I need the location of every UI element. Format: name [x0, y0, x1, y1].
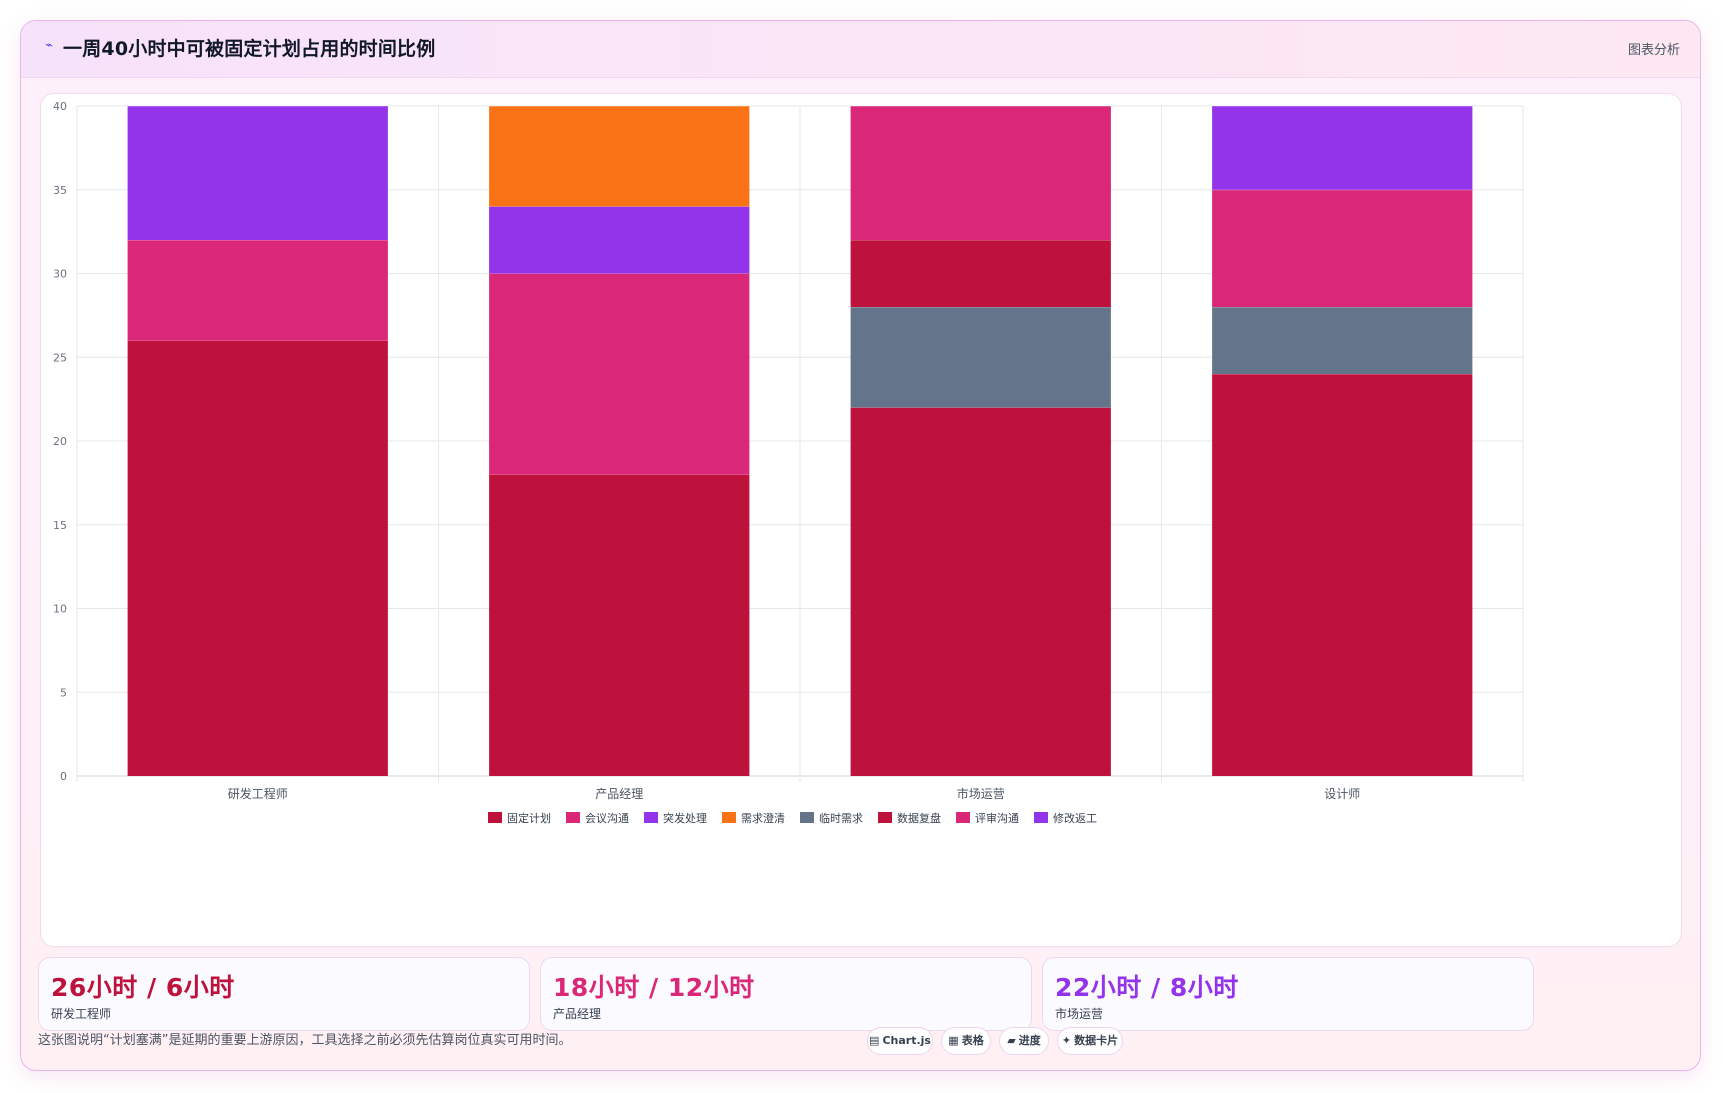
- bar-segment: [489, 206, 750, 274]
- bar-segment: [850, 407, 1111, 776]
- y-tick-label: 25: [53, 351, 67, 364]
- bar-segment: [127, 240, 388, 341]
- bar-segment: [850, 106, 1111, 240]
- stat-value: 26小时 / 6小时: [51, 973, 235, 1002]
- bar-segment: [489, 273, 750, 475]
- y-tick-label: 5: [60, 686, 67, 699]
- stat-card-ops: 22小时 / 8小时 市场运营: [1042, 957, 1534, 1031]
- bar-segment: [489, 474, 750, 776]
- legend-swatch: [566, 812, 580, 823]
- bar-segment: [850, 240, 1111, 307]
- legend-swatch: [800, 812, 814, 823]
- chip-label: 进度: [1018, 1034, 1041, 1047]
- bar-segment: [127, 340, 388, 776]
- chart-card: ⌁ 一周40小时中可被固定计划占用的时间比例 图表分析 0 5 10 15 20 25 30…: [20, 20, 1701, 1071]
- line-chart-icon: ⌁: [45, 38, 53, 53]
- chip-data-card[interactable]: ✦ 数据卡片: [1057, 1027, 1123, 1055]
- x-tick-label: 设计师: [1324, 787, 1360, 801]
- legend-label: 突发处理: [663, 811, 707, 825]
- stat-label: 市场运营: [1055, 1007, 1104, 1021]
- chart-panel: 0 5 10 15 20 25 30 35 40 研发工程师 产品经理 市场运营 设计师固定计划 会议沟通…: [40, 93, 1682, 947]
- footnote: 这张图说明“计划塞满”是延期的重要上游原因，工具选择之前必须先估算岗位真实可用时…: [38, 1033, 572, 1048]
- x-tick-label: 产品经理: [595, 787, 643, 801]
- legend-label: 数据复盘: [897, 811, 941, 825]
- bar-segment: [1212, 106, 1473, 190]
- stat-value: 18小时 / 12小时: [553, 973, 755, 1002]
- chip-label: Chart.js: [882, 1034, 931, 1047]
- chip-label: 数据卡片: [1074, 1034, 1119, 1047]
- legend-label: 会议沟通: [585, 812, 629, 825]
- legend-swatch: [956, 812, 970, 823]
- chip-label: 表格: [961, 1034, 984, 1047]
- legend-swatch: [1034, 812, 1048, 823]
- x-tick-label: 市场运营: [957, 786, 1005, 801]
- legend-label: 修改返工: [1053, 811, 1097, 825]
- legend-swatch: [644, 812, 658, 823]
- card-header: ⌁ 一周40小时中可被固定计划占用的时间比例 图表分析: [21, 21, 1700, 78]
- stat-label: 研发工程师: [51, 1007, 112, 1021]
- table-icon: ▦: [948, 1034, 959, 1047]
- legend-label: 需求澄清: [741, 811, 785, 825]
- chip-progress[interactable]: ▰ 进度: [999, 1027, 1049, 1055]
- chart-title: 一周40小时中可被固定计划占用的时间比例: [63, 38, 436, 60]
- y-tick-label: 15: [53, 519, 67, 532]
- progress-icon: ▰: [1007, 1034, 1016, 1047]
- chart-analysis-link[interactable]: 图表分析: [1627, 43, 1680, 58]
- stat-card-pm: 18小时 / 12小时 产品经理: [540, 957, 1032, 1031]
- y-tick-label: 10: [53, 603, 67, 616]
- bar-segment: [1212, 189, 1473, 307]
- chart-icon: ▤: [869, 1034, 880, 1047]
- chip-table[interactable]: ▦ 表格: [941, 1027, 991, 1055]
- bar-segment: [489, 106, 750, 207]
- bar-segment: [850, 307, 1111, 408]
- chip-chartjs[interactable]: ▤ Chart.js: [867, 1027, 933, 1055]
- bar-segment: [1212, 374, 1473, 776]
- legend-swatch: [878, 812, 892, 823]
- y-tick-label: 35: [53, 184, 67, 197]
- legend-swatch: [722, 812, 736, 823]
- stat-value: 22小时 / 8小时: [1055, 973, 1239, 1002]
- stat-label: 产品经理: [553, 1007, 602, 1021]
- sparkle-icon: ✦: [1061, 1034, 1072, 1047]
- bar-segment: [127, 106, 388, 240]
- y-tick-label: 20: [53, 435, 67, 448]
- stat-card-rd: 26小时 / 6小时 研发工程师: [38, 957, 530, 1031]
- y-tick-label: 40: [53, 100, 67, 113]
- bar-segment: [1212, 307, 1473, 374]
- legend-label: 临时需求: [819, 811, 863, 825]
- x-tick-label: 研发工程师: [228, 786, 288, 801]
- legend-swatch: [488, 812, 502, 823]
- legend-label: 固定计划: [507, 811, 551, 825]
- y-tick-label: 30: [53, 268, 67, 281]
- y-tick-label: 0: [60, 770, 67, 783]
- legend-label: 评审沟通: [975, 811, 1019, 825]
